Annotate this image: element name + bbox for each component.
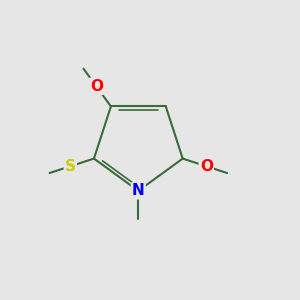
Text: O: O [200, 159, 213, 174]
Text: S: S [65, 159, 76, 174]
Text: O: O [90, 79, 103, 94]
Text: N: N [132, 183, 145, 198]
